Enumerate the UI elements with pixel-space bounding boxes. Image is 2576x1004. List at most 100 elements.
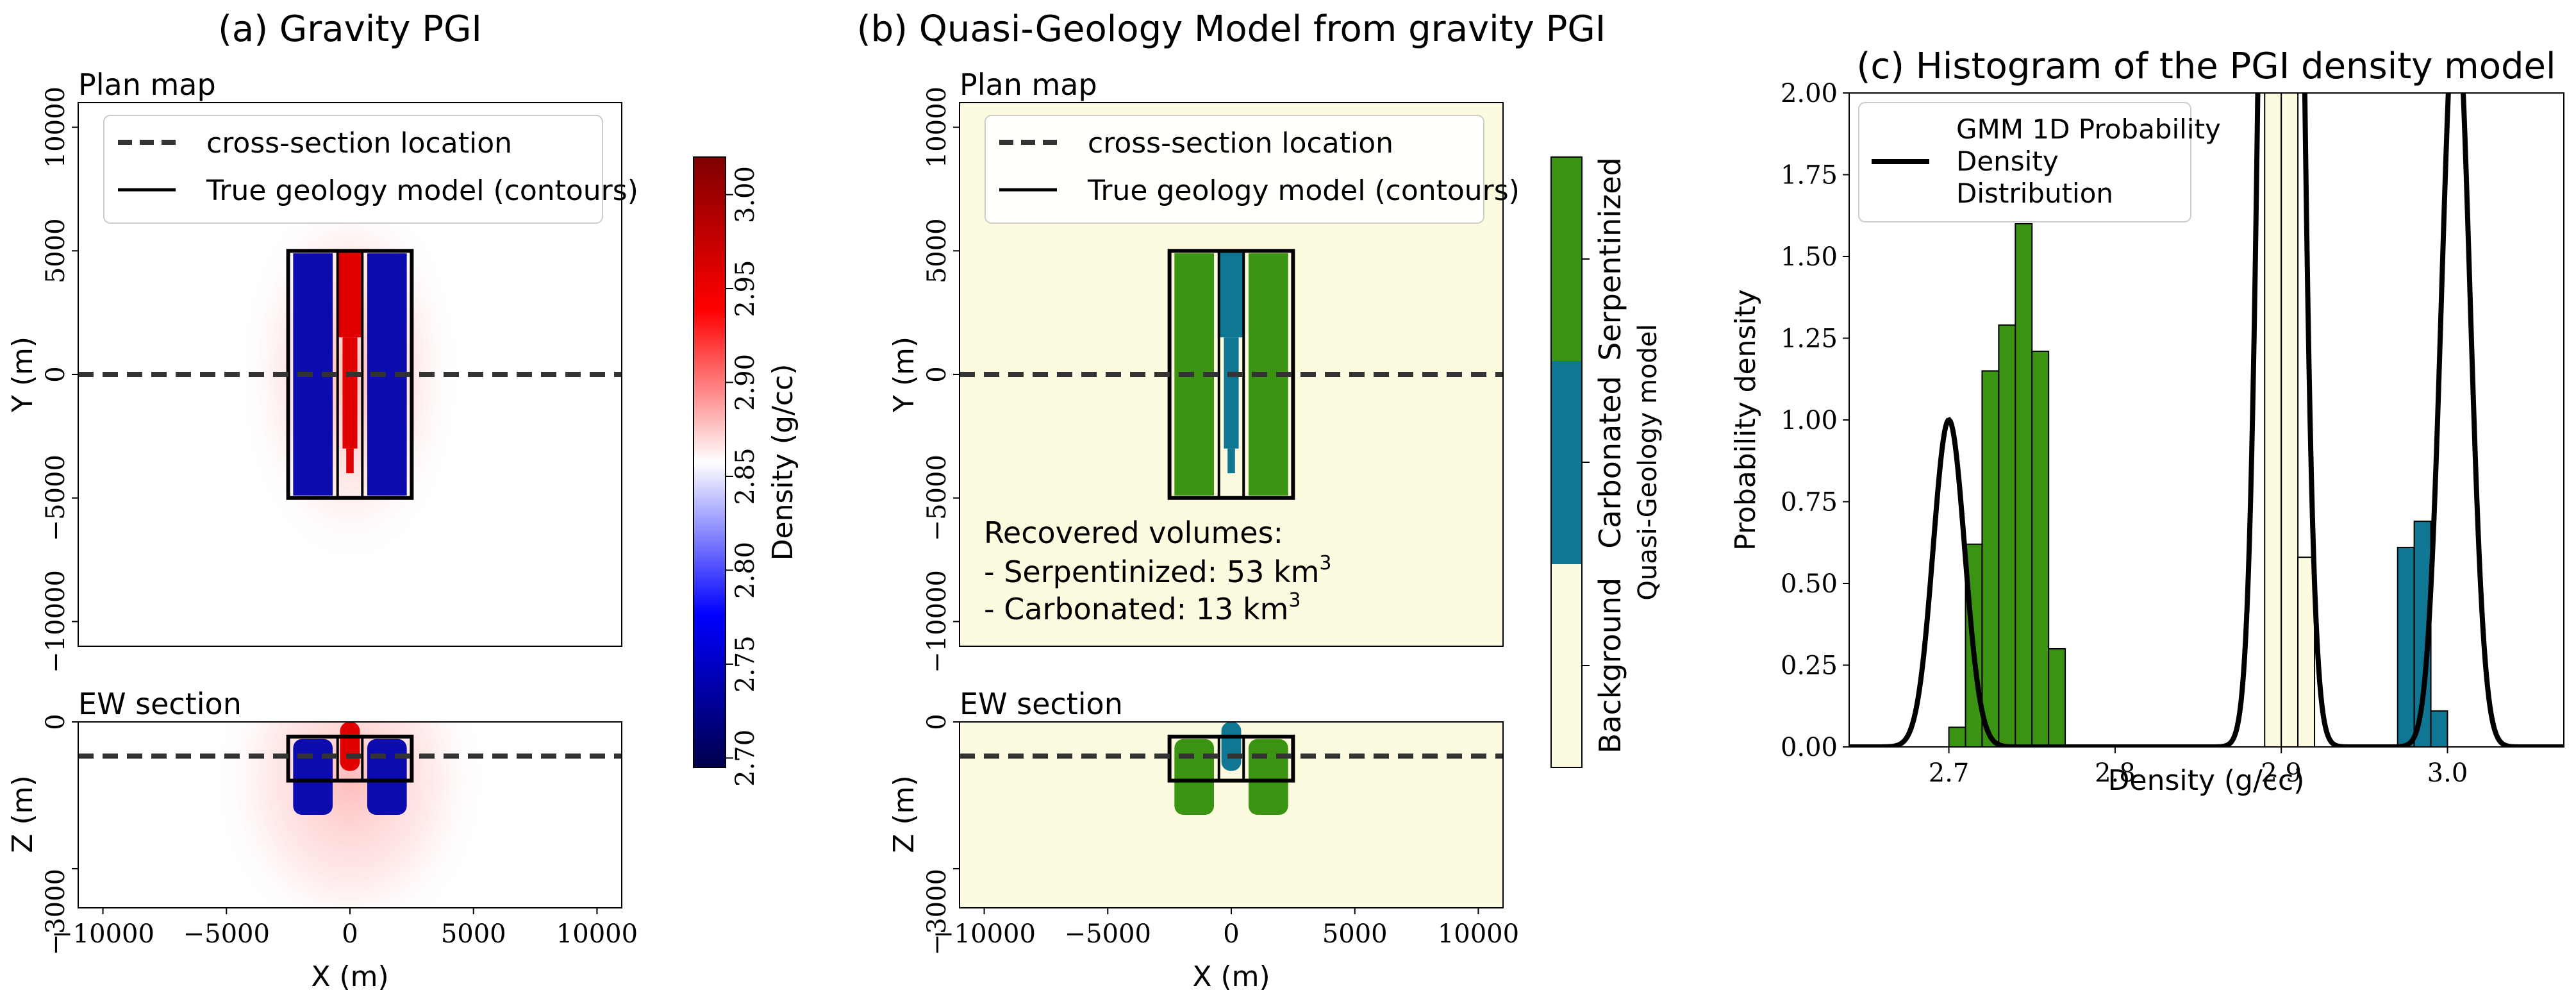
carbonated-volume-text: - Carbonated: 13 km [984,592,1288,626]
category-label-background: Background [1593,578,1627,753]
section-block-serpentinized [1174,739,1215,815]
serpentinized-volume-text: - Serpentinized: 53 km [984,555,1319,589]
plan-y-tick-label: −10000 [922,570,952,673]
quasi-geology-colorbar-label: Quasi-Geology model [1633,324,1663,600]
histogram-y-tick-label: 0.50 [1781,569,1838,599]
histogram-y-tick-label: 1.50 [1781,242,1838,272]
section-y-tick-label: 0 [922,714,952,730]
section-x-tick-label: −5000 [183,919,270,949]
legend-cross-section-label: cross-section location [1088,127,1393,160]
histogram-ylabel: Probability density [1729,289,1762,551]
panel-a-title: (a) Gravity PGI [218,8,482,50]
panel-a-section-axes: 0 −3000 −10000 −5000 0 5000 10000 Z (m) X (m) [6,714,638,993]
plan-y-tick-label: 0 [922,366,952,382]
legend-gmm-label-line1: GMM 1D Probability [1956,113,2221,145]
panel-b-plan-axes: −10000 −5000 0 5000 10000 Y (m) cross-sectio… [888,87,1520,673]
panel-b-section-ylabel: Z (m) [888,775,920,853]
category-serpentinized-swatch [1551,157,1582,361]
legend-true-geology-label: True geology model (contours) [206,174,638,207]
histogram-x-tick-label: 2.7 [1929,758,1970,788]
plan-y-tick-label: −5000 [922,455,952,541]
histogram-bar-serpentinized [1948,726,1966,747]
section-block-serpentinized [1248,739,1288,815]
plan-y-tick-label: 5000 [41,218,71,283]
histogram-legend: GMM 1D Probability Density Distribution [1858,102,2221,222]
histogram-x-tick-label: 3.0 [2427,758,2468,788]
panel-a-plan-axes: −10000 −5000 0 5000 10000 Y (m) cross-sectio… [6,87,638,673]
histogram-bar-serpentinized [1981,370,2000,747]
plan-block-carbonated [1218,251,1244,338]
colorbar-tick-label: 3.00 [731,166,760,223]
recovered-serpentinized-volume: - Serpentinized: 53 km3 [984,552,1332,589]
section-inner-contour [336,735,364,782]
true-geology-inner-contour [336,249,364,499]
plan-y-tick-label: 5000 [922,218,952,283]
recovered-volumes-annotation: Recovered volumes: - Serpentinized: 53 k… [984,515,1332,626]
density-colorbar [693,156,726,768]
section-x-tick-label: −5000 [1065,919,1151,949]
section-x-tick-label: 10000 [556,919,638,949]
colorbar-tick-label: 2.70 [731,730,760,787]
panel-b-plan-legend: cross-section location True geology mode… [985,115,1520,224]
density-colorbar-label: Density (g/cc) [767,364,799,561]
section-inner-contour [1217,735,1245,782]
histogram-y-tick-label: 0.75 [1781,488,1838,517]
section-y-tick-label: −3000 [922,869,952,955]
histogram-bar-serpentinized [2048,648,2066,747]
legend-box [985,115,1484,224]
plan-y-tick-label: 10000 [922,87,952,168]
histogram-x-tick-label: 2.9 [2261,758,2302,788]
panel-a: (a) Gravity PGI Plan map −10000 −5000 0 500… [6,8,799,993]
histogram-y-tick-label: 0.25 [1781,651,1838,681]
recovered-carbonated-volume: - Carbonated: 13 km3 [984,589,1300,626]
legend-cross-section-label: cross-section location [206,127,512,160]
section-block-carbonated [1221,722,1242,771]
panel-a-plan-legend: cross-section location True geology mode… [103,115,638,224]
histogram-y-tick-label: 1.00 [1781,406,1838,435]
legend-box [103,115,603,224]
legend-box [1858,102,2191,222]
section-x-tick-label: 5000 [441,919,506,949]
histogram-xlabel: Density (g/cc) [2108,764,2305,797]
section-block-serpentinized [293,739,333,815]
histogram-x-tick-label: 2.8 [2095,758,2136,788]
serpentinized-volume-exponent: 3 [1319,552,1331,574]
plan-block-carbonated [337,251,363,338]
recovered-volumes-heading: Recovered volumes: [984,515,1283,550]
histogram-y-tick-label: 1.25 [1781,324,1838,354]
section-y-tick-label: −3000 [41,869,71,955]
panel-b-plan-ylabel: Y (m) [888,337,920,413]
plan-y-tick-label: −10000 [41,570,71,673]
legend-gmm-label-line3: Distribution [1956,178,2113,209]
panel-a-plan-title: Plan map [78,67,216,102]
panel-a-section-ylabel: Z (m) [6,775,39,853]
histogram-bar-serpentinized [1998,324,2016,747]
section-x-tick-label: −10000 [933,919,1036,949]
panel-c-title: (c) Histogram of the PGI density model [1856,46,2555,87]
plan-block-carbonated [342,337,358,449]
legend-true-geology-label: True geology model (contours) [1087,174,1520,207]
colorbar-tick-label: 2.80 [731,542,760,599]
histogram-bar-serpentinized [2031,350,2050,747]
colorbar-tick-label: 2.85 [731,448,760,505]
histogram-bar-background [2264,93,2282,747]
section-y-tick-label: 0 [41,714,71,730]
plan-y-tick-label: 10000 [41,87,71,168]
panel-b-plan-title: Plan map [960,67,1097,102]
panel-b-section-title: EW section [960,687,1123,721]
section-block-serpentinized [367,739,407,815]
panel-b-section-xlabel: X (m) [1192,960,1270,993]
plan-block-carbonated [1227,448,1235,474]
section-block-carbonated [340,722,360,771]
colorbar-tick-label: 2.95 [731,260,760,317]
histogram-y-tick-label: 2.00 [1781,79,1838,108]
histogram-bar-carbonated [2397,546,2415,747]
gmm-density-curve [1849,93,2564,747]
section-x-tick-label: −10000 [51,919,154,949]
histogram-bar-carbonated [2430,710,2448,747]
plan-block-carbonated [1224,337,1239,449]
histogram-y-tick-label: 0.00 [1781,733,1838,762]
legend-gmm-label-line2: Density [1956,146,2059,177]
category-carbonated-swatch [1551,361,1582,564]
